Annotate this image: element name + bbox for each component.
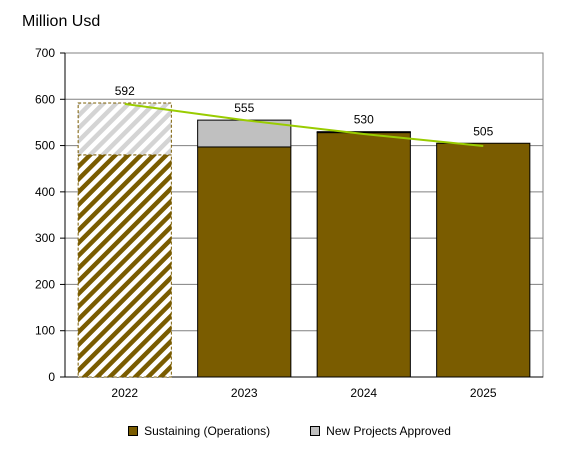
y-tick-label: 300 [35,231,55,245]
x-tick-label-2023: 2023 [231,386,258,400]
legend-label-new-projects: New Projects Approved [326,424,451,438]
chart-legend: Sustaining (Operations) New Projects App… [0,424,579,438]
x-tick-label-2024: 2024 [350,386,377,400]
y-axis-unit-label: Million Usd [22,13,101,30]
bar-2023-series-0 [197,146,292,378]
data-label-2023: 555 [234,101,254,115]
y-tick-label: 200 [35,277,55,291]
data-label-2024: 530 [354,113,374,127]
bar-2022-series-0 [77,154,172,378]
legend-label-sustaining: Sustaining (Operations) [144,424,271,438]
y-tick-label: 0 [48,370,55,384]
trend-line [124,102,484,148]
y-tick-label: 700 [35,46,55,60]
bar-2022-series-1 [77,102,172,156]
data-label-2025: 505 [473,124,493,138]
x-tick-label-2025: 2025 [470,386,497,400]
x-tick-label-2022: 2022 [111,386,138,400]
bar-2024-series-1 [316,131,411,134]
y-tick-label: 400 [35,185,55,199]
bar-2024-series-0 [316,132,411,378]
legend-item-sustaining: Sustaining (Operations) [128,424,270,438]
legend-swatch-sustaining [128,426,139,436]
y-tick-label: 500 [35,139,55,153]
y-tick-label: 100 [35,324,55,338]
legend-swatch-new-projects [310,426,321,436]
data-label-2022: 592 [115,84,135,98]
y-tick-label: 600 [35,92,55,106]
bar-2025-series-0 [436,142,531,378]
legend-item-new-projects: New Projects Approved [310,424,451,438]
